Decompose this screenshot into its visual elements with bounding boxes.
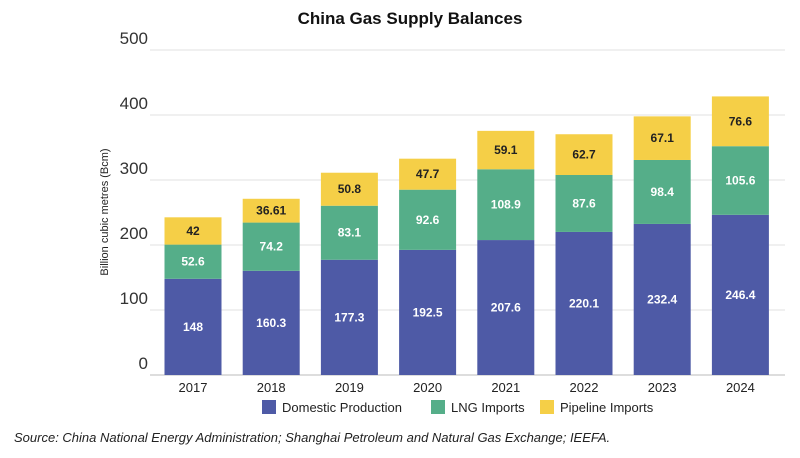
x-tick-label: 2019 — [335, 380, 364, 395]
bar-segment — [320, 205, 378, 260]
bar-segment — [633, 116, 691, 160]
bar-segment — [477, 240, 535, 375]
bar-segment — [242, 270, 300, 375]
data-label: 148 — [183, 320, 203, 334]
data-label: 50.8 — [338, 182, 362, 196]
data-label: 67.1 — [651, 131, 675, 145]
data-label: 108.9 — [491, 198, 521, 212]
data-label: 52.6 — [181, 255, 205, 269]
data-label: 74.2 — [260, 240, 284, 254]
bar-segment — [164, 244, 222, 279]
bar-segment — [555, 134, 613, 175]
source-note: Source: China National Energy Administra… — [14, 430, 611, 445]
bar-segment — [399, 249, 457, 375]
x-axis-ticks: 2017 2018 2019 2020 2021 2022 2023 2024 — [179, 380, 755, 395]
bar-segment — [242, 198, 300, 223]
bar-segment — [711, 96, 769, 147]
data-label: 62.7 — [572, 148, 596, 162]
data-label: 246.4 — [725, 288, 755, 302]
bar-segment — [633, 159, 691, 224]
bar-segment — [633, 223, 691, 375]
data-label: 160.3 — [256, 316, 286, 330]
y-tick-label: 400 — [120, 94, 148, 113]
legend-swatch — [540, 400, 554, 414]
data-label: 87.6 — [572, 196, 596, 210]
data-label: 92.6 — [416, 213, 440, 227]
x-tick-label: 2022 — [570, 380, 599, 395]
legend-label: LNG Imports — [451, 400, 525, 415]
x-tick-label: 2018 — [257, 380, 286, 395]
legend-swatch — [431, 400, 445, 414]
bar-segment — [242, 222, 300, 271]
y-tick-label: 100 — [120, 289, 148, 308]
data-label: 207.6 — [491, 301, 521, 315]
y-axis-label: Billion cubic metres (Bcm) — [99, 148, 111, 275]
data-label: 105.6 — [725, 174, 755, 188]
y-tick-label: 300 — [120, 159, 148, 178]
y-tick-label: 200 — [120, 224, 148, 243]
bar-segment — [164, 217, 222, 245]
chart-title: China Gas Supply Balances — [298, 9, 523, 28]
data-label: 192.5 — [413, 305, 443, 319]
x-tick-label: 2023 — [648, 380, 677, 395]
bar-segment — [477, 130, 535, 170]
data-label: 220.1 — [569, 296, 599, 310]
bar-segment — [320, 259, 378, 375]
legend-swatch — [262, 400, 276, 414]
legend-label: Domestic Production — [282, 400, 402, 415]
bar-segment — [555, 174, 613, 232]
bar-segment — [320, 172, 378, 206]
bars: 148 52.6 42 160.3 74.2 36.61 177.3 83.1 50.8 192.… — [164, 96, 769, 375]
data-label: 83.1 — [338, 226, 362, 240]
x-tick-label: 2020 — [413, 380, 442, 395]
stacked-bar-chart: China Gas Supply Balances 0 100 200 300 400 5… — [99, 9, 785, 415]
data-label: 177.3 — [334, 310, 364, 324]
data-label: 42 — [186, 224, 200, 238]
data-label: 232.4 — [647, 292, 677, 306]
legend-label: Pipeline Imports — [560, 400, 654, 415]
bar-segment — [711, 214, 769, 375]
bar-segment — [477, 169, 535, 241]
data-label: 76.6 — [729, 114, 753, 128]
legend: Domestic Production LNG Imports Pipeline I… — [262, 400, 654, 415]
data-label: 47.7 — [416, 167, 440, 181]
x-tick-label: 2021 — [491, 380, 520, 395]
bar-segment — [399, 189, 457, 250]
data-label: 98.4 — [651, 185, 675, 199]
x-tick-label: 2017 — [179, 380, 208, 395]
y-tick-label: 500 — [120, 29, 148, 48]
data-label: 36.61 — [256, 204, 286, 218]
y-tick-label: 0 — [139, 354, 148, 373]
bar-segment — [711, 146, 769, 215]
y-axis-ticks: 0 100 200 300 400 500 — [120, 29, 148, 373]
data-label: 59.1 — [494, 143, 518, 157]
bar-segment — [399, 158, 457, 190]
x-tick-label: 2024 — [726, 380, 755, 395]
bar-segment — [164, 278, 222, 375]
bar-segment — [555, 231, 613, 375]
